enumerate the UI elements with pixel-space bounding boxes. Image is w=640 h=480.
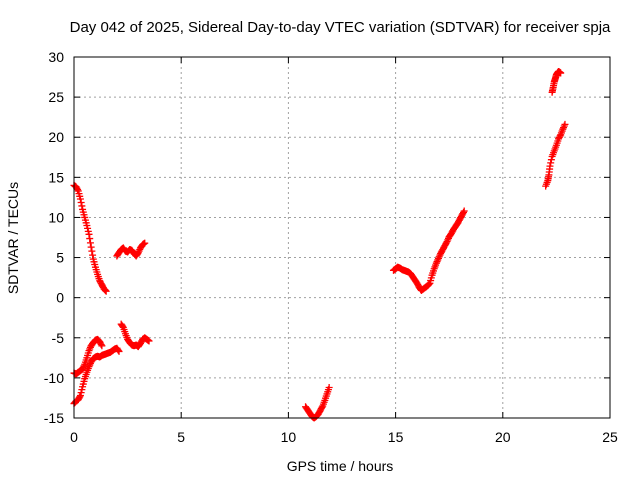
data-point [86, 235, 94, 243]
y-tick-label: 0 [56, 290, 64, 306]
data-point [101, 286, 109, 294]
data-point [546, 162, 554, 170]
data-point [561, 120, 569, 128]
data-point [434, 256, 442, 264]
data-point [325, 384, 333, 392]
data-point [86, 345, 94, 353]
x-tick-label: 15 [388, 429, 404, 445]
data-series [117, 320, 153, 351]
data-point [114, 346, 122, 354]
data-point [115, 347, 123, 355]
data-point [88, 247, 96, 255]
data-points [70, 67, 569, 422]
y-tick-label: -10 [44, 370, 64, 386]
data-point [85, 363, 93, 371]
data-point [98, 342, 106, 350]
data-point [432, 259, 440, 267]
data-point [89, 251, 97, 259]
data-point [135, 247, 143, 255]
data-point [560, 124, 568, 132]
data-point [559, 125, 567, 133]
y-tick-label: 25 [48, 89, 64, 105]
data-series [389, 207, 468, 294]
data-point [74, 186, 82, 194]
data-point [80, 362, 88, 370]
data-point [556, 132, 564, 140]
data-point [97, 340, 105, 348]
x-tick-label: 20 [495, 429, 511, 445]
data-point [85, 347, 93, 355]
data-point [459, 208, 467, 216]
data-point [425, 280, 433, 288]
y-tick-label: 5 [56, 250, 64, 266]
y-tick-label: 15 [48, 169, 64, 185]
y-axis-label: SDTVAR / TECUs [5, 182, 21, 294]
data-point [101, 286, 109, 294]
y-tick-label: 10 [48, 209, 64, 225]
y-tick-label: 30 [48, 49, 64, 65]
data-point [134, 249, 142, 257]
data-point [434, 254, 442, 262]
data-point [547, 156, 555, 164]
data-series [89, 344, 123, 363]
data-point [443, 238, 451, 246]
x-axis-label: GPS time / hours [287, 458, 394, 474]
data-point [547, 159, 555, 167]
data-point [318, 403, 326, 411]
data-series [548, 67, 565, 96]
x-tick-label: 5 [177, 429, 185, 445]
data-series [302, 384, 333, 422]
data-point [77, 198, 85, 206]
data-point [119, 322, 127, 330]
data-point [424, 281, 432, 289]
data-point [86, 239, 94, 247]
data-point [433, 258, 441, 266]
y-tick-label: -15 [44, 410, 64, 426]
y-tick-label: -5 [52, 330, 65, 346]
data-point [557, 69, 565, 77]
chart-title: Day 042 of 2025, Sidereal Day-to-day VTE… [70, 19, 611, 36]
data-point [145, 337, 153, 345]
data-point [85, 230, 93, 238]
grid [74, 57, 610, 418]
data-point [444, 236, 452, 244]
plot-frame [73, 56, 611, 419]
data-point [87, 243, 95, 251]
data-point [102, 287, 110, 295]
data-point [76, 393, 84, 401]
x-tick-labels: 0 5 10 15 20 25 [70, 429, 618, 445]
data-point [460, 207, 468, 215]
axis-ticks [73, 56, 611, 419]
y-tick-labels: -15 -10 -5 0 5 10 15 20 25 30 [44, 49, 64, 426]
data-series [70, 335, 106, 378]
data-point [141, 239, 149, 247]
data-point [78, 202, 86, 210]
x-tick-label: 25 [602, 429, 618, 445]
data-point [76, 195, 84, 203]
data-series [70, 181, 110, 295]
data-point [79, 363, 87, 371]
y-tick-label: 20 [48, 129, 64, 145]
data-point [560, 122, 568, 130]
data-series [113, 239, 149, 260]
x-tick-label: 10 [281, 429, 297, 445]
data-point [86, 361, 94, 369]
x-tick-label: 0 [70, 429, 78, 445]
data-point [435, 253, 443, 261]
data-series [542, 120, 569, 190]
